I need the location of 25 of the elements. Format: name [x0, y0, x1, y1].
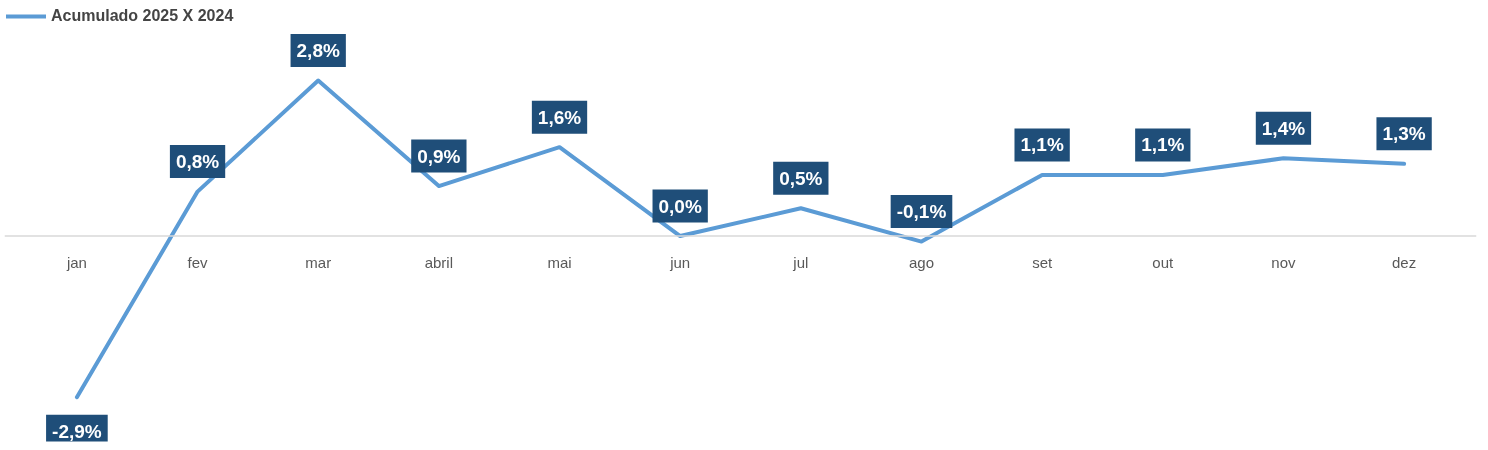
x-tick-label: jan	[65, 254, 87, 272]
data-label: -2,9%	[52, 420, 102, 442]
legend-label: Acumulado 2025 X 2024	[51, 7, 234, 25]
data-label: 1,6%	[537, 106, 582, 128]
data-label: 1,1%	[1141, 134, 1185, 156]
data-label: 1,3%	[1382, 123, 1426, 145]
data-label: 0,0%	[658, 195, 702, 217]
x-tick-label: mar	[305, 254, 332, 272]
x-tick-label: jun	[669, 254, 691, 272]
x-tick-label: fev	[187, 254, 209, 272]
x-tick-label: nov	[1271, 254, 1297, 272]
x-tick-label: out	[1152, 254, 1175, 272]
x-tick-label: mai	[547, 254, 572, 272]
x-tick-label: dez	[1392, 254, 1417, 272]
data-label: -0,1%	[896, 201, 947, 223]
data-label: 2,8%	[296, 40, 340, 61]
data-label: 0,9%	[417, 145, 461, 167]
data-label: 1,1%	[1020, 134, 1064, 156]
data-label: 1,4%	[1261, 117, 1306, 139]
data-label: 0,8%	[175, 151, 220, 173]
data-label: 0,5%	[779, 167, 823, 189]
x-tick-label: set	[1032, 254, 1053, 272]
x-tick-label: jul	[792, 254, 809, 272]
x-tick-label: ago	[908, 254, 934, 272]
x-tick-label: abril	[424, 254, 454, 272]
